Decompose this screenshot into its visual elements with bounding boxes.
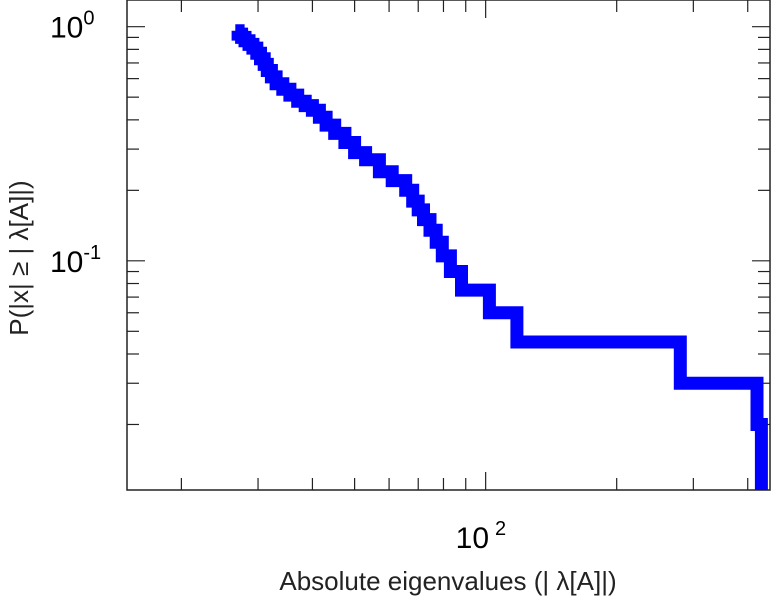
tick-labels: 100 10-1 10 2 [50,8,506,555]
y-axis-label: P(|x| ≥ | λ[A]|) [4,180,34,335]
x-tick-label: 10 2 [456,518,507,555]
series-line [231,24,768,490]
y-tick-label: 10-1 [50,242,101,279]
x-axis-label: Absolute eigenvalues (| λ[A]|) [279,566,616,596]
axis-ticks [127,0,770,490]
series-layer [231,24,768,490]
y-tick-label: 100 [50,8,95,45]
